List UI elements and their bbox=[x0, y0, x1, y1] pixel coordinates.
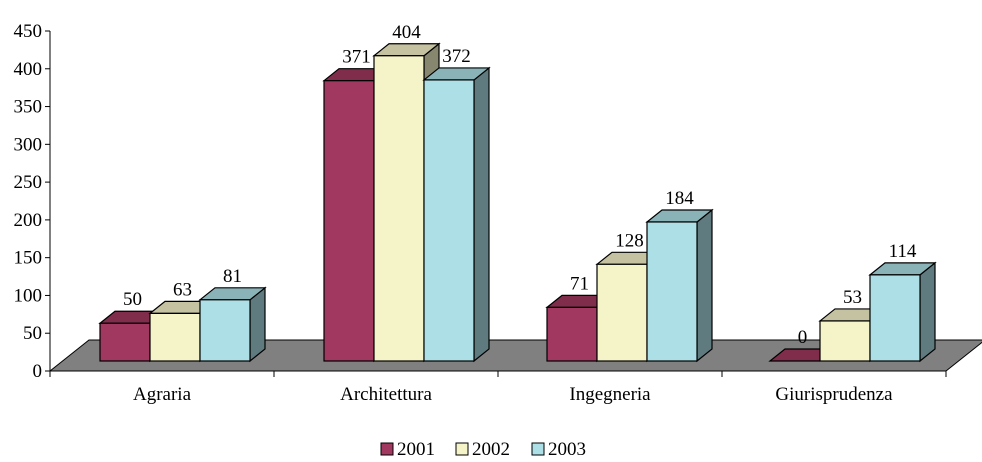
data-label: 372 bbox=[442, 46, 471, 67]
bar-side bbox=[473, 66, 490, 363]
y-tick-label: 250 bbox=[14, 172, 43, 193]
data-label: 404 bbox=[392, 22, 421, 43]
bar-front bbox=[373, 55, 425, 362]
y-tick-label: 100 bbox=[14, 285, 43, 306]
data-label: 71 bbox=[570, 273, 589, 294]
bar-front bbox=[596, 263, 648, 362]
bar-front bbox=[869, 274, 921, 362]
legend: 2001 2002 2003 bbox=[380, 439, 586, 460]
category-label: Ingegneria bbox=[569, 384, 651, 405]
data-label: 371 bbox=[342, 47, 371, 68]
data-label: 128 bbox=[615, 230, 644, 251]
legend-swatch bbox=[531, 442, 545, 456]
y-tick-label: 400 bbox=[14, 59, 43, 80]
bars bbox=[98, 42, 937, 363]
data-label: 50 bbox=[123, 289, 142, 310]
data-label: 81 bbox=[223, 266, 242, 287]
bar-front bbox=[99, 322, 151, 362]
data-label: 53 bbox=[843, 287, 862, 308]
value-axis: 0 50 100 150 200 250 300 350 400 450 bbox=[14, 21, 947, 382]
legend-label: 2001 bbox=[397, 439, 435, 460]
bar-front bbox=[149, 312, 201, 362]
bar-front bbox=[546, 306, 598, 362]
data-label: 0 bbox=[798, 327, 808, 348]
y-tick-label: 50 bbox=[23, 323, 42, 344]
y-tick-label: 350 bbox=[14, 97, 43, 118]
legend-label: 2003 bbox=[548, 439, 586, 460]
bar-front bbox=[199, 299, 251, 362]
bar-side bbox=[919, 261, 936, 363]
y-tick-label: 450 bbox=[14, 21, 43, 42]
category-label: Agraria bbox=[133, 384, 192, 405]
y-tick-label: 150 bbox=[14, 248, 43, 269]
legend-swatch bbox=[380, 442, 394, 456]
category-axis: Agraria Architettura Ingegneria Giurisprude… bbox=[133, 384, 893, 405]
bar-side bbox=[696, 208, 713, 363]
category-label: Architettura bbox=[340, 384, 432, 405]
bar-front bbox=[423, 79, 475, 362]
y-tick-label: 300 bbox=[14, 134, 43, 155]
data-label: 114 bbox=[889, 241, 917, 262]
y-tick-label: 200 bbox=[14, 210, 43, 231]
legend-swatch bbox=[455, 442, 469, 456]
data-label: 63 bbox=[173, 279, 192, 300]
data-labels: 50 371 71 0 63 404 128 53 81 372 184 114 bbox=[123, 22, 917, 348]
category-label: Giurisprudenza bbox=[775, 384, 893, 405]
y-tick-label: 0 bbox=[33, 361, 43, 382]
legend-label: 2002 bbox=[472, 439, 510, 460]
data-label: 184 bbox=[665, 188, 694, 209]
bar-front bbox=[323, 80, 375, 362]
bar-side bbox=[249, 286, 266, 363]
bar-front bbox=[646, 221, 698, 362]
bar-front bbox=[819, 320, 871, 362]
